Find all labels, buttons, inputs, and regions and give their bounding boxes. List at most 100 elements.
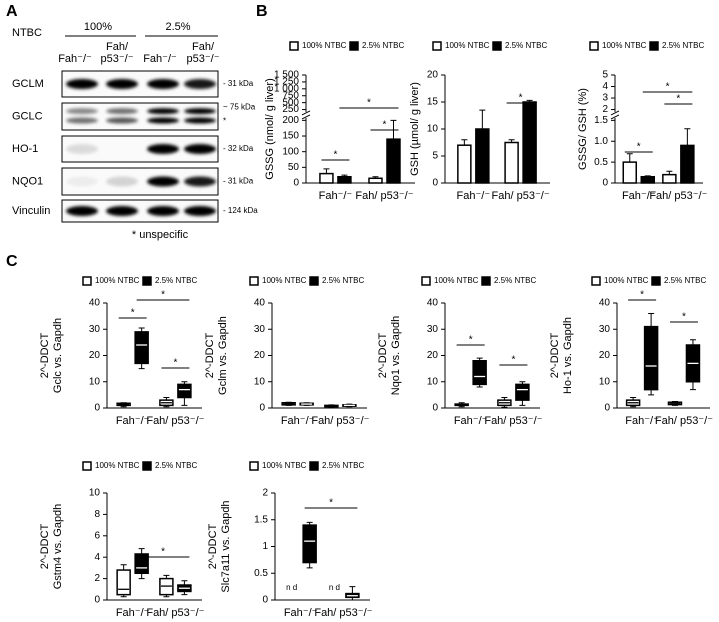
y-tick-label: 0 (432, 178, 438, 189)
axis-break (610, 110, 620, 116)
legend-label: 2.5% NTBC (664, 276, 706, 285)
lane-label: p53⁻/⁻ (186, 53, 219, 65)
x-tick-label: Fah/ p53⁻/⁻ (311, 415, 369, 427)
y-tick-label: 0 (293, 178, 299, 189)
bar (622, 161, 638, 184)
y-axis-label: Ho-1 vs. Gapdh (562, 317, 574, 394)
legend-swatch (349, 41, 359, 51)
legend-swatch (82, 276, 92, 286)
legend-swatch (289, 41, 299, 51)
legend-label: 100% NTBC (434, 276, 479, 285)
whisker (648, 389, 655, 396)
lane-label: p53⁻/⁻ (100, 53, 133, 65)
y-tick-label: 10 (89, 488, 101, 499)
error-bar (684, 128, 691, 146)
legend-label: 2.5% NTBC (505, 41, 547, 50)
whisker (138, 363, 145, 370)
significance-label: * (640, 290, 644, 301)
y-axis-label: 2^-DDCT (204, 332, 216, 378)
legend-label: 2.5% NTBC (494, 276, 536, 285)
legend-swatch (591, 276, 601, 286)
y-tick-label: 1.0 (594, 136, 608, 147)
x-tick-label: Fah/ p53⁻/⁻ (492, 190, 550, 202)
legend-swatch (309, 461, 319, 471)
axis-break (301, 114, 311, 120)
whisker (120, 564, 127, 571)
y-tick-label: 2 (602, 104, 608, 115)
y-tick-label: 40 (427, 298, 439, 309)
x-tick-label: Fah/ p53⁻/⁻ (146, 607, 204, 619)
y-tick-label: 1 (262, 541, 268, 552)
y-tick-label: 0 (602, 178, 608, 189)
legend-label: 100% NTBC (262, 461, 307, 470)
whisker (138, 573, 145, 580)
y-tick-label: 30 (427, 324, 439, 335)
y-tick-label: 2 (94, 573, 100, 584)
box (472, 360, 487, 386)
lane-label: Fah⁻/⁻ (58, 53, 92, 65)
legend-label: 100% NTBC (302, 41, 347, 50)
significance-label: * (637, 142, 641, 153)
legend-label: 2.5% NTBC (322, 461, 364, 470)
error-bar (479, 109, 486, 129)
y-tick-label: 10 (427, 124, 439, 135)
y-tick-label: 5 (602, 70, 608, 81)
band (66, 176, 98, 187)
y-tick-label: 20 (427, 70, 439, 81)
y-axis-label: 2^-DDCT (377, 332, 389, 378)
y-axis-label: GSH (µmol/ g liver) (409, 82, 421, 176)
y-axis-label: 2^-DDCT (39, 523, 51, 569)
y-tick-label: 2 (262, 488, 268, 499)
whisker (138, 548, 145, 554)
band (147, 117, 179, 124)
size-marker: * (223, 117, 226, 126)
y-axis-label: 2^-DDCT (549, 332, 561, 378)
legend-label: 2.5% NTBC (155, 276, 197, 285)
x-tick-label: Fah⁻/⁻ (625, 415, 659, 427)
significance-label: * (676, 94, 680, 105)
y-tick-label: 1 250 (274, 77, 299, 88)
whisker (181, 397, 188, 406)
size-marker: - 31 kDa (223, 79, 254, 88)
significance-label: * (682, 312, 686, 323)
legend-label: 100% NTBC (95, 461, 140, 470)
lane-label: Fah⁻/⁻ (143, 53, 177, 65)
legend-label: 2.5% NTBC (322, 276, 364, 285)
y-tick-label: 1.5 (254, 514, 268, 525)
panel-label: B (256, 3, 268, 20)
error-bar (461, 139, 468, 146)
legend-label: 100% NTBC (602, 41, 647, 50)
y-tick-label: 10 (89, 376, 101, 387)
y-tick-label: 0 (432, 403, 438, 414)
significance-label: * (161, 290, 165, 301)
legend-label: 2.5% NTBC (662, 41, 704, 50)
blot-frame (61, 102, 219, 131)
error-bar (626, 153, 633, 163)
bar (368, 177, 383, 184)
y-axis-label: Gclc vs. Gapdh (52, 318, 64, 393)
significance-label: * (173, 358, 177, 369)
whisker (648, 313, 655, 327)
row-label: GCLM (12, 78, 44, 90)
band (147, 176, 179, 187)
legend-swatch (481, 276, 491, 286)
y-tick-label: 0 (94, 403, 100, 414)
error-bar (323, 168, 330, 174)
treatment-label: NTBC (12, 27, 42, 39)
bar (337, 175, 352, 184)
band (147, 79, 179, 89)
bar (640, 175, 656, 184)
band (147, 206, 179, 216)
y-tick-label: 10 (427, 376, 439, 387)
bar (522, 101, 537, 184)
row-label: HO-1 (12, 143, 38, 155)
lane-label: Fah/ (192, 41, 215, 53)
y-axis-label: Slc7a11 vs. Gapdh (220, 500, 232, 592)
legend-swatch (421, 276, 431, 286)
whisker (519, 400, 526, 406)
y-tick-label: 5 (432, 151, 438, 162)
y-tick-label: 15 (427, 97, 439, 108)
significance-label: * (511, 355, 515, 366)
legend-label: 100% NTBC (445, 41, 490, 50)
whisker (689, 381, 696, 391)
